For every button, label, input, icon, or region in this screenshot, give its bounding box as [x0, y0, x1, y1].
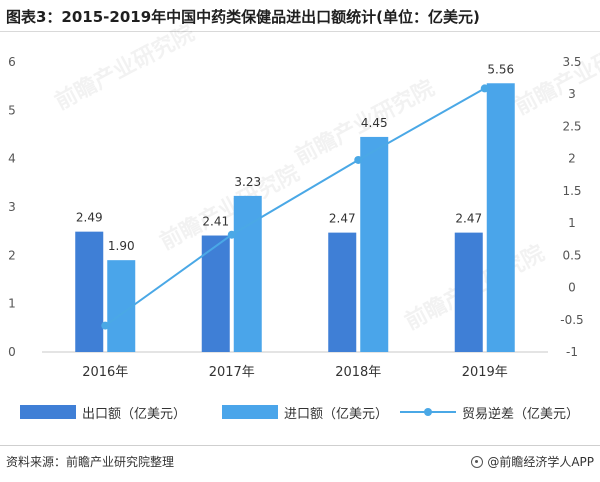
legend-item-import: 进口额（亿美元） [222, 399, 388, 425]
data-label-export: 2.41 [202, 215, 229, 229]
bar-export [75, 231, 104, 352]
left-axis-tick: 3 [8, 200, 16, 214]
right-axis-tick: 0 [568, 281, 576, 295]
point-balance [227, 230, 236, 239]
watermark-text: 前瞻产业研究院 [51, 20, 199, 115]
data-label-import: 4.45 [361, 116, 388, 130]
point-balance [354, 155, 363, 164]
data-label-import: 1.90 [108, 239, 135, 253]
x-axis-tick: 2016年 [82, 365, 128, 380]
watermark-text: 前瞻产业研究院 [511, 25, 600, 120]
right-axis-tick: 3.5 [562, 55, 581, 69]
legend-swatch-balance [400, 405, 456, 419]
bar-import [107, 260, 136, 352]
bar-export [201, 235, 230, 352]
legend-swatch-export [20, 405, 76, 419]
chart-title: 图表3：2015-2019年中国中药类保健品进出口额统计(单位：亿美元) [6, 8, 480, 26]
data-label-import: 3.23 [234, 175, 261, 189]
right-axis-tick: -0.5 [560, 313, 583, 327]
chart-legend: 出口额（亿美元） 进口额（亿美元） 贸易逆差（亿美元） [0, 399, 600, 425]
left-axis-tick: 4 [8, 152, 16, 166]
data-label-import: 5.56 [487, 62, 514, 76]
right-axis-tick: 1 [568, 216, 576, 230]
bar-import [486, 83, 515, 353]
left-axis-tick: 2 [8, 248, 16, 262]
legend-label-export: 出口额（亿美元） [82, 406, 187, 422]
point-balance [480, 84, 489, 93]
legend-swatch-import [222, 405, 278, 419]
legend-item-balance: 贸易逆差（亿美元） [400, 399, 579, 425]
bar-export [454, 232, 483, 352]
point-balance [101, 321, 110, 330]
data-label-export: 2.47 [329, 212, 356, 226]
legend-label-import: 进口额（亿美元） [284, 406, 389, 422]
left-axis-tick: 0 [8, 345, 16, 359]
data-label-export: 2.49 [76, 211, 103, 225]
footer-divider [0, 445, 600, 446]
chart-area: 前瞻产业研究院前瞻产业研究院前瞻产业研究院前瞻产业研究院前瞻产业研究院 2.49… [8, 20, 600, 380]
title-divider [0, 31, 600, 32]
legend-label-balance: 贸易逆差（亿美元） [462, 406, 580, 422]
right-axis-tick: 2 [568, 152, 576, 166]
right-axis-tick: 3 [568, 87, 576, 101]
right-axis-tick: 1.5 [562, 184, 581, 198]
bar-export [328, 232, 357, 352]
right-axis-tick: 0.5 [562, 248, 581, 262]
left-axis-tick: 1 [8, 297, 16, 311]
data-label-export: 2.47 [455, 212, 482, 226]
source-note: 资料来源：前瞻产业研究院整理 [6, 455, 175, 469]
series-line-balance [104, 87, 486, 327]
x-axis-tick: 2017年 [209, 365, 255, 380]
left-axis-tick: 5 [8, 103, 16, 117]
brand-credit: @前瞻经济学人APP [471, 453, 594, 470]
x-axis-tick: 2019年 [462, 365, 508, 380]
bar-import [233, 195, 262, 352]
x-axis-tick: 2018年 [335, 365, 381, 380]
right-axis-tick: -1 [566, 345, 578, 359]
brand-text: @前瞻经济学人APP [487, 455, 594, 469]
bar-import [360, 136, 389, 352]
brand-logo-icon [471, 455, 484, 468]
legend-item-export: 出口额（亿美元） [20, 399, 186, 425]
right-axis-tick: 2.5 [562, 119, 581, 133]
left-axis-tick: 6 [8, 55, 16, 69]
